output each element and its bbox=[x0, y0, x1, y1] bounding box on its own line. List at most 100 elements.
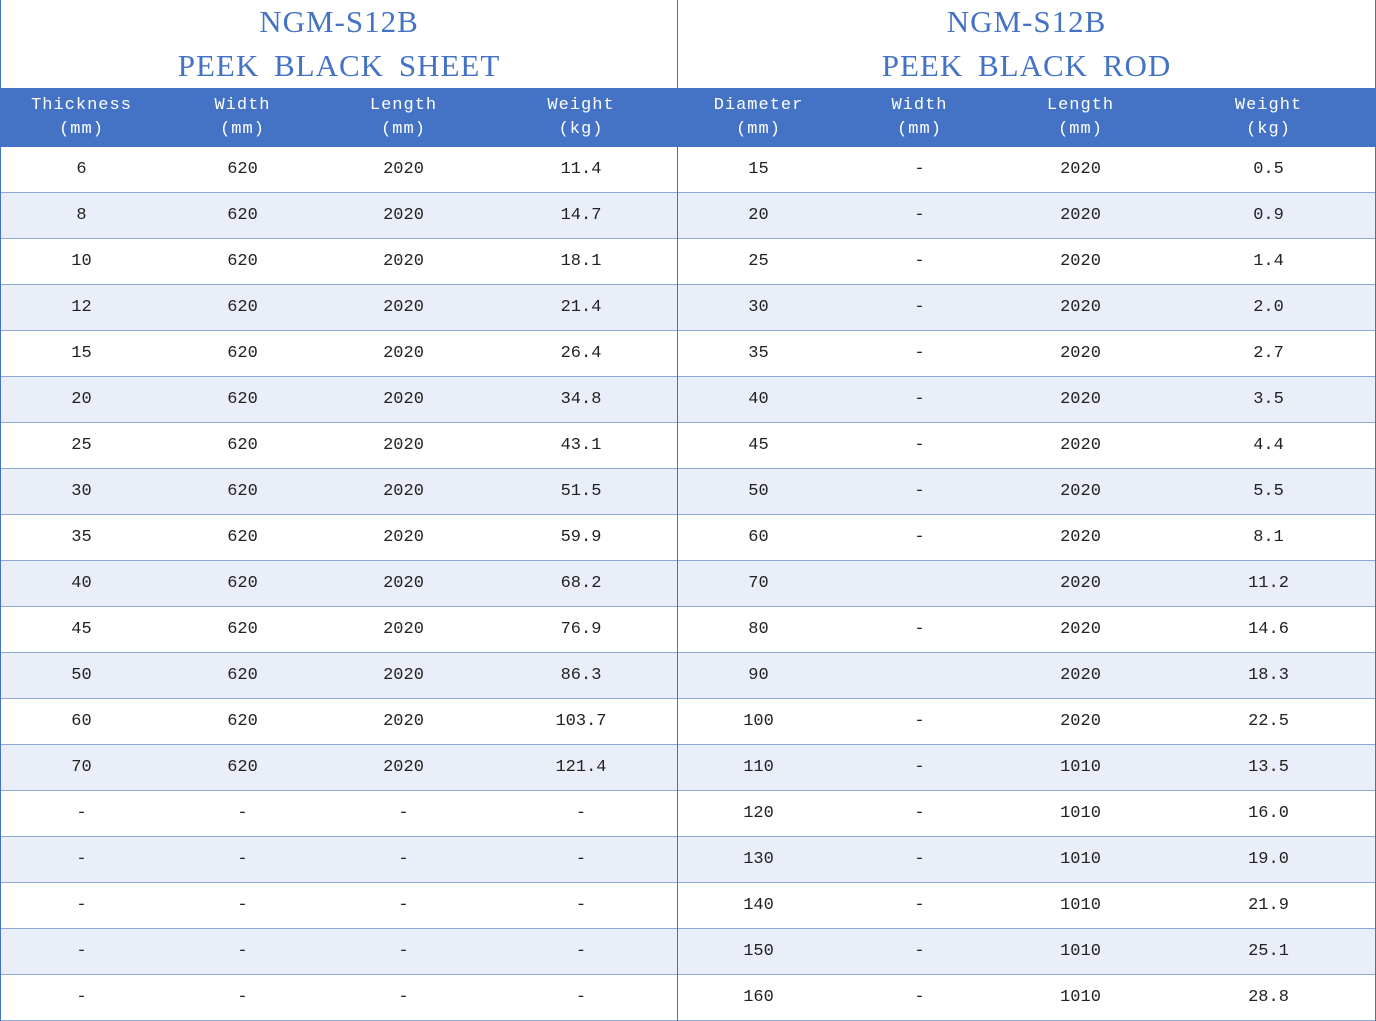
table-cell: 21.9 bbox=[1248, 896, 1289, 915]
table-cell: 2020 bbox=[383, 482, 424, 501]
table-cell: 2.0 bbox=[1253, 298, 1284, 317]
table-row: 100 - 2020 22.5 bbox=[678, 699, 1375, 745]
table-row: 15 - 2020 0.5 bbox=[678, 147, 1375, 193]
table-row: ---- bbox=[1, 837, 677, 883]
table-row: 45 620 2020 76.9 bbox=[1, 607, 677, 653]
table-cell: 86.3 bbox=[560, 666, 602, 685]
table-row: ---- bbox=[1, 883, 677, 929]
table-cell: - bbox=[914, 298, 925, 317]
table-row: 130 - 1010 19.0 bbox=[678, 837, 1375, 883]
header-text: Weight bbox=[547, 95, 615, 115]
header-text: Thickness bbox=[31, 95, 132, 115]
table-cell: - bbox=[914, 896, 925, 915]
table-cell: 2.7 bbox=[1253, 344, 1284, 363]
table-row: 60 620 2020 103.7 bbox=[1, 699, 677, 745]
table-cell: - bbox=[914, 344, 925, 363]
table-row: ---- bbox=[1, 929, 677, 975]
table-row: ---- bbox=[1, 791, 677, 837]
table-cell: 34.8 bbox=[560, 390, 602, 409]
table-cell: - bbox=[237, 896, 248, 915]
table-cell: - bbox=[575, 896, 587, 915]
header-text: Length bbox=[1046, 95, 1115, 115]
header-cell: Thickness (mm) bbox=[1, 94, 162, 142]
table-cell: 40 bbox=[748, 390, 769, 409]
table-row: 70 2020 11.2 bbox=[678, 561, 1375, 607]
table-row: ---- bbox=[1, 975, 677, 1021]
table-row: 30 - 2020 2.0 bbox=[678, 285, 1375, 331]
table-cell: 60 bbox=[71, 712, 92, 731]
table-row: 120 - 1010 16.0 bbox=[678, 791, 1375, 837]
table-cell: - bbox=[914, 942, 925, 961]
table-row: 12 620 2020 21.4 bbox=[1, 285, 677, 331]
table-row: 20 620 2020 34.8 bbox=[1, 377, 677, 423]
table-cell: 22.5 bbox=[1248, 712, 1289, 731]
table-cell: - bbox=[914, 252, 925, 271]
header-text: Width bbox=[891, 95, 948, 115]
header-text: (mm) bbox=[736, 119, 781, 139]
table-cell: - bbox=[76, 850, 87, 869]
table-cell: - bbox=[914, 850, 925, 869]
table-cell: 43.1 bbox=[560, 436, 602, 455]
table-cell: 30 bbox=[71, 482, 92, 501]
header-text: (mm) bbox=[1058, 119, 1103, 139]
table-cell: - bbox=[237, 942, 248, 961]
table-cell: 28.8 bbox=[1248, 988, 1289, 1007]
table-cell: 130 bbox=[743, 850, 774, 869]
header-cell: Length (mm) bbox=[1000, 94, 1161, 142]
table-cell: 1010 bbox=[1060, 850, 1101, 869]
table-row: 40 620 2020 68.2 bbox=[1, 561, 677, 607]
table-cell: 50 bbox=[71, 666, 92, 685]
header-row: Thickness (mm) Width (mm) Length (mm) Weight (k… bbox=[1, 88, 677, 147]
table-cell: 11.2 bbox=[1248, 574, 1289, 593]
table-cell: 620 bbox=[227, 160, 258, 179]
table-cell: - bbox=[575, 850, 587, 869]
table-cell: 70 bbox=[71, 758, 92, 777]
table-row: 40 - 2020 3.5 bbox=[678, 377, 1375, 423]
header-text: Weight bbox=[1234, 95, 1303, 115]
table-cell: 620 bbox=[227, 344, 258, 363]
table-cell: 2020 bbox=[1060, 252, 1101, 271]
table-cell: 1010 bbox=[1060, 942, 1101, 961]
header-text: Width bbox=[214, 95, 271, 115]
table-cell: - bbox=[914, 620, 925, 639]
table-cell: 620 bbox=[227, 482, 258, 501]
table-cell: - bbox=[398, 896, 409, 915]
table-cell: 25 bbox=[71, 436, 92, 455]
table-row: 110 - 1010 13.5 bbox=[678, 745, 1375, 791]
table-cell: 2020 bbox=[1060, 528, 1101, 547]
table-row: 25 620 2020 43.1 bbox=[1, 423, 677, 469]
table-cell: 25.1 bbox=[1248, 942, 1289, 961]
title-line: PEEK BLACK SHEET bbox=[177, 48, 501, 83]
table-row: 15 620 2020 26.4 bbox=[1, 331, 677, 377]
table-cell: 620 bbox=[227, 666, 258, 685]
table-cell: 30 bbox=[748, 298, 769, 317]
table-cell: 14.7 bbox=[560, 206, 602, 225]
table-cell: 80 bbox=[748, 620, 769, 639]
header-text: (mm) bbox=[381, 119, 426, 139]
table-cell: 18.3 bbox=[1248, 666, 1289, 685]
header-cell: Weight (kg) bbox=[1161, 94, 1376, 142]
table-cell: 2020 bbox=[1060, 390, 1101, 409]
table-row: 10 620 2020 18.1 bbox=[1, 239, 677, 285]
header-text: (kg) bbox=[558, 119, 604, 139]
table-cell: - bbox=[76, 942, 87, 961]
table-row: 6 620 2020 11.4 bbox=[1, 147, 677, 193]
table-cell: - bbox=[76, 988, 87, 1007]
table-row: 150 - 1010 25.1 bbox=[678, 929, 1375, 975]
table-cell: 19.0 bbox=[1248, 850, 1289, 869]
table-cell: - bbox=[914, 528, 925, 547]
table-cell: 25 bbox=[748, 252, 769, 271]
table-cell: 14.6 bbox=[1248, 620, 1289, 639]
table-cell: 2020 bbox=[1060, 436, 1101, 455]
table-cell: - bbox=[398, 850, 409, 869]
table-row: 45 - 2020 4.4 bbox=[678, 423, 1375, 469]
header-text: (mm) bbox=[220, 119, 265, 139]
table-cell: 11.4 bbox=[560, 160, 602, 179]
table-cell: 620 bbox=[227, 206, 258, 225]
table-cell: 620 bbox=[227, 252, 258, 271]
table-cell: 121.4 bbox=[555, 758, 607, 777]
table-cell: 1010 bbox=[1060, 804, 1101, 823]
table-cell: 70 bbox=[748, 574, 769, 593]
table-cell: 620 bbox=[227, 436, 258, 455]
